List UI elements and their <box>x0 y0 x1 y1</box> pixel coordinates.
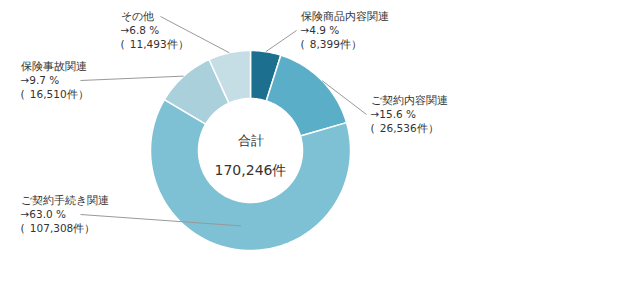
svg-text:その他: その他 <box>121 10 154 23</box>
svg-text:→15.6 %: →15.6 % <box>371 108 417 120</box>
svg-text:( 107,308件）: ( 107,308件） <box>21 222 96 234</box>
svg-text:→63.0 %: →63.0 % <box>21 208 67 220</box>
svg-text:( 11,493件）: ( 11,493件） <box>121 38 189 50</box>
svg-text:→4.9 %: →4.9 % <box>301 24 340 36</box>
svg-text:( 8,399件）: ( 8,399件） <box>301 38 362 50</box>
svg-text:( 16,510件）: ( 16,510件） <box>21 88 89 100</box>
svg-text:保険事故関連: 保険事故関連 <box>21 60 87 73</box>
svg-text:→6.8 %: →6.8 % <box>121 24 160 36</box>
svg-text:ご契約手続き関連: ご契約手続き関連 <box>21 194 109 207</box>
svg-text:合計: 合計 <box>238 133 264 148</box>
svg-text:ご契約内容関連: ご契約内容関連 <box>371 94 448 107</box>
svg-text:170,246件: 170,246件 <box>215 162 287 178</box>
svg-text:→9.7 %: →9.7 % <box>21 74 60 86</box>
svg-text:( 26,536件）: ( 26,536件） <box>371 122 439 134</box>
svg-text:保険商品内容関連: 保険商品内容関連 <box>301 10 389 23</box>
